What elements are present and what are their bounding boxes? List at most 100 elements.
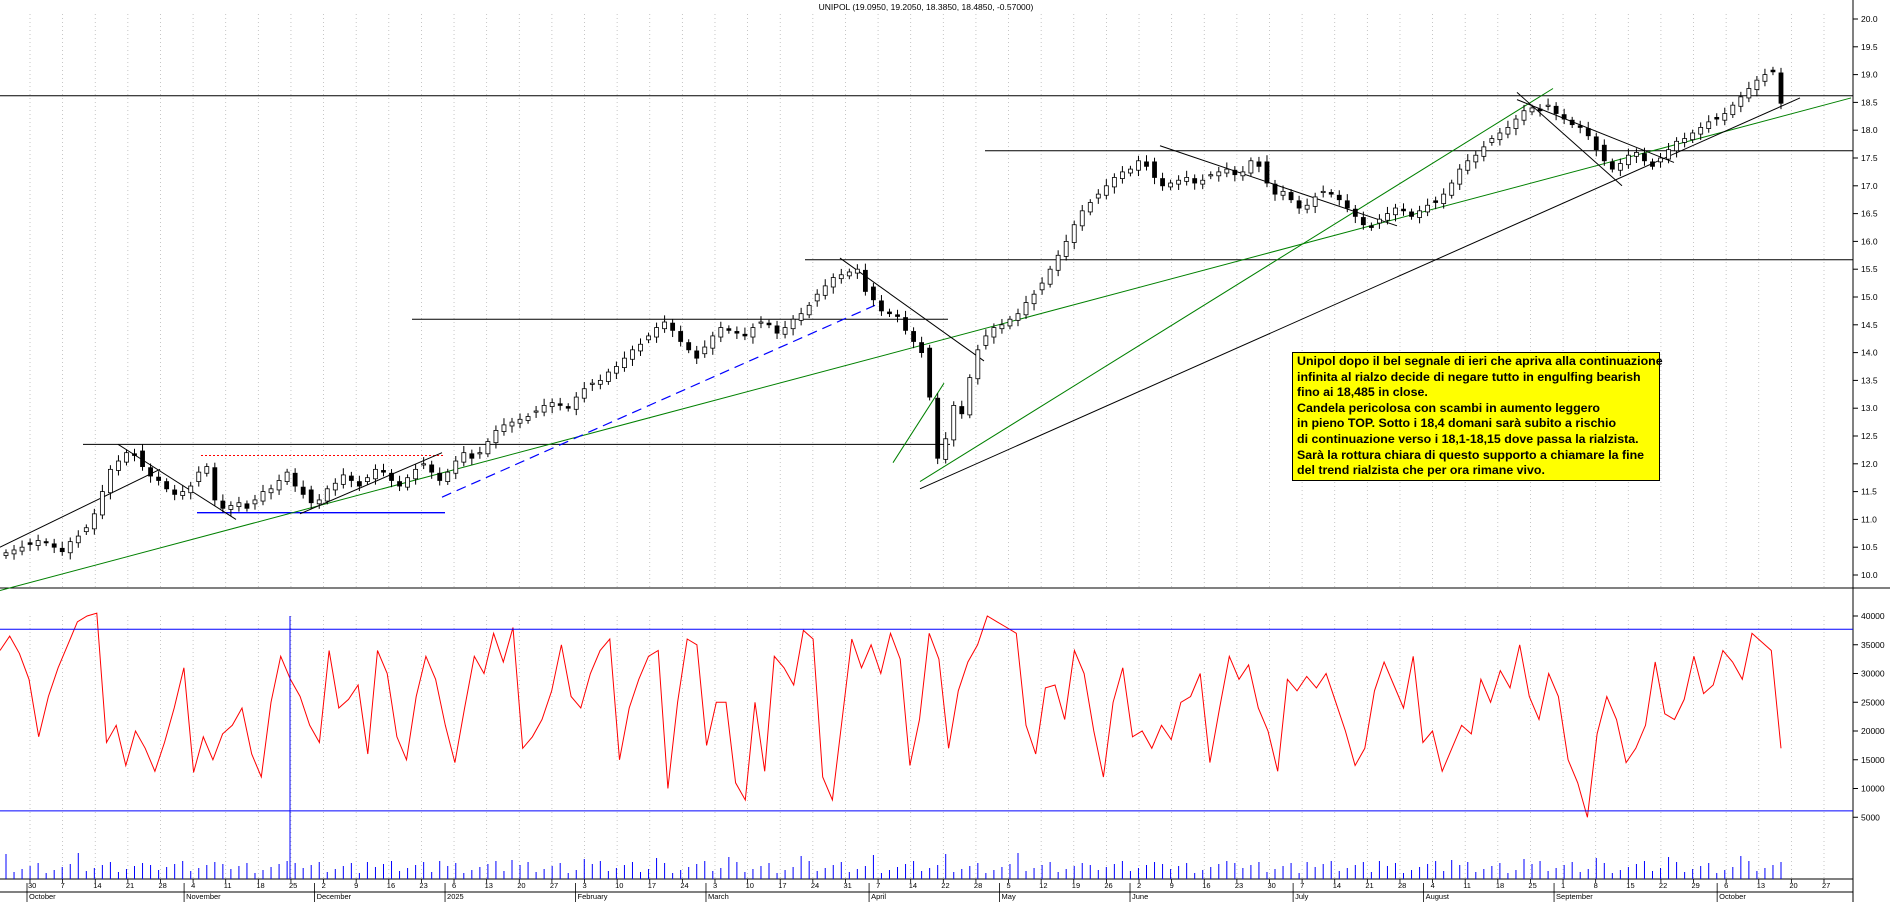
day-label: 16 — [1202, 881, 1210, 890]
candle-down — [1642, 153, 1647, 162]
candle-up — [284, 471, 290, 482]
candle-down — [1537, 108, 1543, 112]
day-label: 9 — [354, 881, 358, 890]
candle-up — [999, 324, 1005, 330]
candle-up — [541, 405, 547, 413]
candle-down — [557, 403, 563, 406]
candle-up — [638, 343, 643, 352]
candle-up — [622, 357, 627, 369]
month-label: October — [1719, 892, 1746, 901]
day-label: 21 — [126, 881, 134, 890]
candle-up — [35, 540, 41, 546]
day-label: 30 — [1267, 881, 1275, 890]
candle-down — [148, 467, 153, 477]
month-label: 2025 — [447, 892, 464, 901]
price-tick-label: 13.0 — [1861, 403, 1878, 413]
candle-down — [871, 286, 876, 301]
day-label: 2 — [1137, 881, 1141, 890]
candle-down — [437, 472, 443, 481]
candle-up — [1320, 190, 1326, 193]
candle-up — [573, 396, 579, 410]
candle-up — [1425, 204, 1431, 213]
april-green-segment — [892, 382, 945, 463]
candle-up — [983, 335, 989, 346]
indicator-line — [0, 612, 1782, 818]
candle-up — [1120, 171, 1125, 179]
indicator-tick-label: 20000 — [1861, 726, 1885, 736]
candle-up — [188, 485, 194, 494]
candle-down — [300, 486, 306, 495]
candle-up — [589, 382, 595, 385]
price-tick-label: 15.5 — [1861, 264, 1878, 274]
candle-up — [1625, 154, 1631, 166]
indicator-tick-label: 30000 — [1861, 669, 1885, 679]
day-label: 20 — [517, 881, 525, 890]
day-label: 28 — [158, 881, 166, 890]
candle-up — [1481, 146, 1487, 157]
day-label: 24 — [811, 881, 819, 890]
candle-down — [774, 325, 780, 334]
candle-up — [1304, 204, 1310, 210]
candle-up — [1521, 110, 1527, 121]
price-tick-label: 10.5 — [1861, 542, 1878, 552]
candle-down — [1409, 211, 1414, 217]
candle-up — [1465, 160, 1471, 171]
candle-layer — [3, 66, 1784, 560]
candle-up — [477, 452, 483, 455]
candle-up — [975, 349, 981, 380]
candle-up — [1128, 168, 1133, 174]
level-layer — [0, 95, 1853, 514]
candle-down — [565, 406, 571, 409]
candle-down — [1368, 225, 1374, 228]
candle-up — [790, 318, 796, 330]
day-label: 17 — [778, 881, 786, 890]
candle-up — [1722, 113, 1728, 121]
candle-down — [1569, 119, 1575, 126]
candle-up — [1055, 254, 1061, 271]
month-label: June — [1132, 892, 1148, 901]
candle-up — [405, 477, 410, 488]
candle-down — [356, 481, 362, 487]
candle-down — [1360, 217, 1366, 226]
price-tick-label: 20.0 — [1861, 14, 1878, 24]
candle-up — [1103, 185, 1109, 196]
candle-down — [292, 472, 298, 487]
day-label: 18 — [1496, 881, 1504, 890]
month-label: May — [1002, 892, 1016, 901]
day-label: 4 — [1431, 881, 1435, 890]
day-label: 30 — [28, 881, 36, 890]
annotation-line-2: infinita al rialzo decide di negare tutt… — [1297, 369, 1641, 384]
day-label: 10 — [746, 881, 754, 890]
candle-up — [630, 349, 635, 360]
candle-down — [381, 470, 386, 473]
candle-down — [1296, 200, 1302, 209]
candle-down — [1264, 161, 1270, 184]
candle-down — [212, 467, 218, 501]
candle-up — [1513, 118, 1519, 129]
candle-down — [308, 489, 314, 504]
candle-down — [1650, 161, 1655, 167]
candle-up — [967, 377, 973, 416]
candle-up — [1746, 88, 1752, 99]
candle-up — [493, 430, 499, 444]
candle-down — [694, 350, 700, 359]
price-tick-label: 12.5 — [1861, 431, 1878, 441]
candle-down — [879, 300, 884, 312]
candle-down — [1585, 128, 1591, 137]
candle-up — [1111, 177, 1117, 188]
day-label: 7 — [876, 881, 880, 890]
candle-up — [421, 463, 427, 466]
axis-layer: 10.0 10.5 11.0 11.5 12.0 12.5 13.0 13.5 14.0 14.5… — [26, 14, 1885, 902]
candle-up — [525, 416, 531, 421]
day-label: 28 — [974, 881, 982, 890]
candle-up — [1216, 171, 1222, 177]
day-label: 26 — [1104, 881, 1112, 890]
day-label: 9 — [1170, 881, 1174, 890]
candle-up — [509, 421, 515, 427]
day-label: 20 — [1789, 881, 1797, 890]
day-label: 15 — [1626, 881, 1634, 890]
candle-up — [1617, 163, 1623, 171]
candle-down — [1778, 72, 1784, 104]
day-label: 6 — [1724, 881, 1728, 890]
candle-up — [19, 546, 25, 552]
